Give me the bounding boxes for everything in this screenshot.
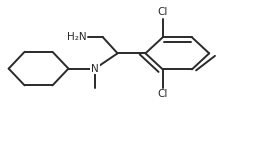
- Text: H₂N: H₂N: [67, 32, 87, 42]
- Text: Cl: Cl: [158, 89, 168, 99]
- Text: N: N: [91, 64, 99, 74]
- Text: Cl: Cl: [158, 8, 168, 18]
